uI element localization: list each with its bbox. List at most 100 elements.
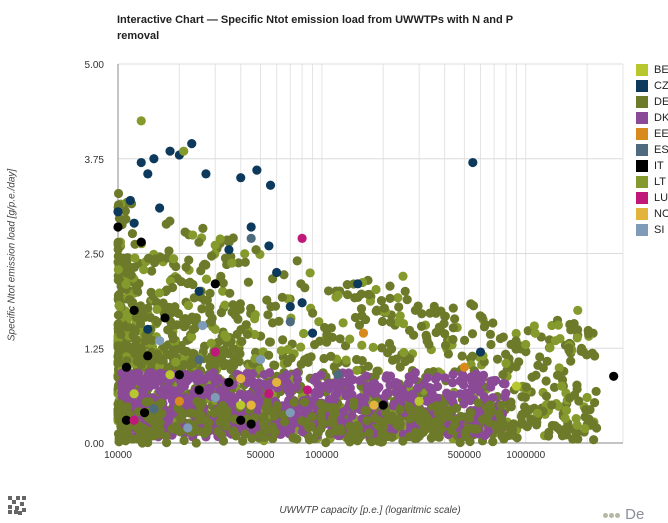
point-de [260,424,270,435]
legend-item-it[interactable]: IT [636,158,668,174]
point-dk [400,390,410,401]
point-de [120,206,130,216]
legend-item-no[interactable]: NO [636,206,668,222]
point-de [341,355,351,365]
legend-item-be[interactable]: BE [636,62,668,78]
point-de [589,435,599,445]
point-de [322,337,332,347]
legend-item-lu[interactable]: LU [636,190,668,206]
point-dk [469,384,479,394]
point-de [373,436,383,446]
x-tick-label: 100000 [305,450,339,461]
point-de [535,352,545,362]
point-de [171,344,181,354]
point-de [251,245,261,255]
point-de [156,355,166,365]
point-de [368,342,378,352]
point-de [443,349,453,359]
point-de [120,422,130,432]
point-de [113,319,123,329]
point-de [572,333,582,343]
point-de [233,258,244,268]
point-de [376,295,387,306]
point-de [126,270,136,280]
legend-item-ee[interactable]: EE [636,126,668,142]
point-de [433,408,444,418]
point-de [477,312,487,322]
point-de [394,302,404,312]
point-de [113,251,123,261]
point-de [215,234,225,244]
point-de [371,306,381,316]
legend-item-cz[interactable]: CZ [636,78,668,94]
point-de [568,434,578,444]
point-lt [550,336,561,346]
point-dk [500,392,510,402]
point-de [144,397,155,407]
point-de [400,286,410,296]
point-de [133,434,143,444]
point-de [167,282,178,293]
point-de [377,423,387,433]
point-de [335,334,345,344]
point-de [232,329,242,339]
point-de [506,339,516,350]
point-de [416,321,427,331]
legend-item-dk[interactable]: DK [636,110,668,126]
legend-item-si[interactable]: SI [636,222,668,238]
point-de [183,300,194,311]
point-it [136,237,146,247]
point-de [179,435,189,446]
point-de [197,398,207,408]
point-de [561,405,572,415]
point-de [195,426,205,436]
point-de [279,270,289,280]
point-de [532,408,543,418]
point-de [152,317,162,327]
point-dk [192,369,202,379]
point-de [447,425,457,436]
point-de [436,415,446,425]
point-de [240,249,250,259]
legend-item-es[interactable]: ES [636,142,668,158]
point-de [127,228,138,239]
point-dk [254,387,264,397]
point-de [139,423,149,433]
point-de [498,332,508,342]
point-de [145,312,156,323]
y-tick-label: 1.25 [85,344,105,355]
point-de [184,255,194,265]
point-de [220,253,231,263]
qr-code-icon [8,496,26,515]
point-de [459,335,470,345]
x-tick-label: 10000 [104,450,132,461]
point-de [122,402,133,412]
legend-item-lt[interactable]: LT [636,174,668,190]
point-de [305,268,315,278]
point-de [410,412,421,422]
point-cz [129,218,139,228]
point-de [132,286,142,296]
point-be [129,389,139,399]
point-de [531,370,541,380]
legend-label: EE [654,128,668,140]
point-de [210,240,220,250]
point-si [155,336,165,346]
point-de [322,329,332,340]
x-tick-label: 50000 [247,450,275,461]
point-be [165,370,175,380]
point-dk [382,371,392,381]
point-de [161,219,171,229]
point-lt [333,290,343,300]
point-de [431,327,441,338]
point-de [498,370,508,380]
point-dk [215,385,225,396]
point-dk [488,376,498,386]
point-de [431,401,442,411]
legend-item-de[interactable]: DE [636,94,668,110]
point-de [377,343,387,353]
point-de [328,413,338,423]
point-de [316,399,326,409]
x-tick-label: 1000000 [506,450,545,461]
